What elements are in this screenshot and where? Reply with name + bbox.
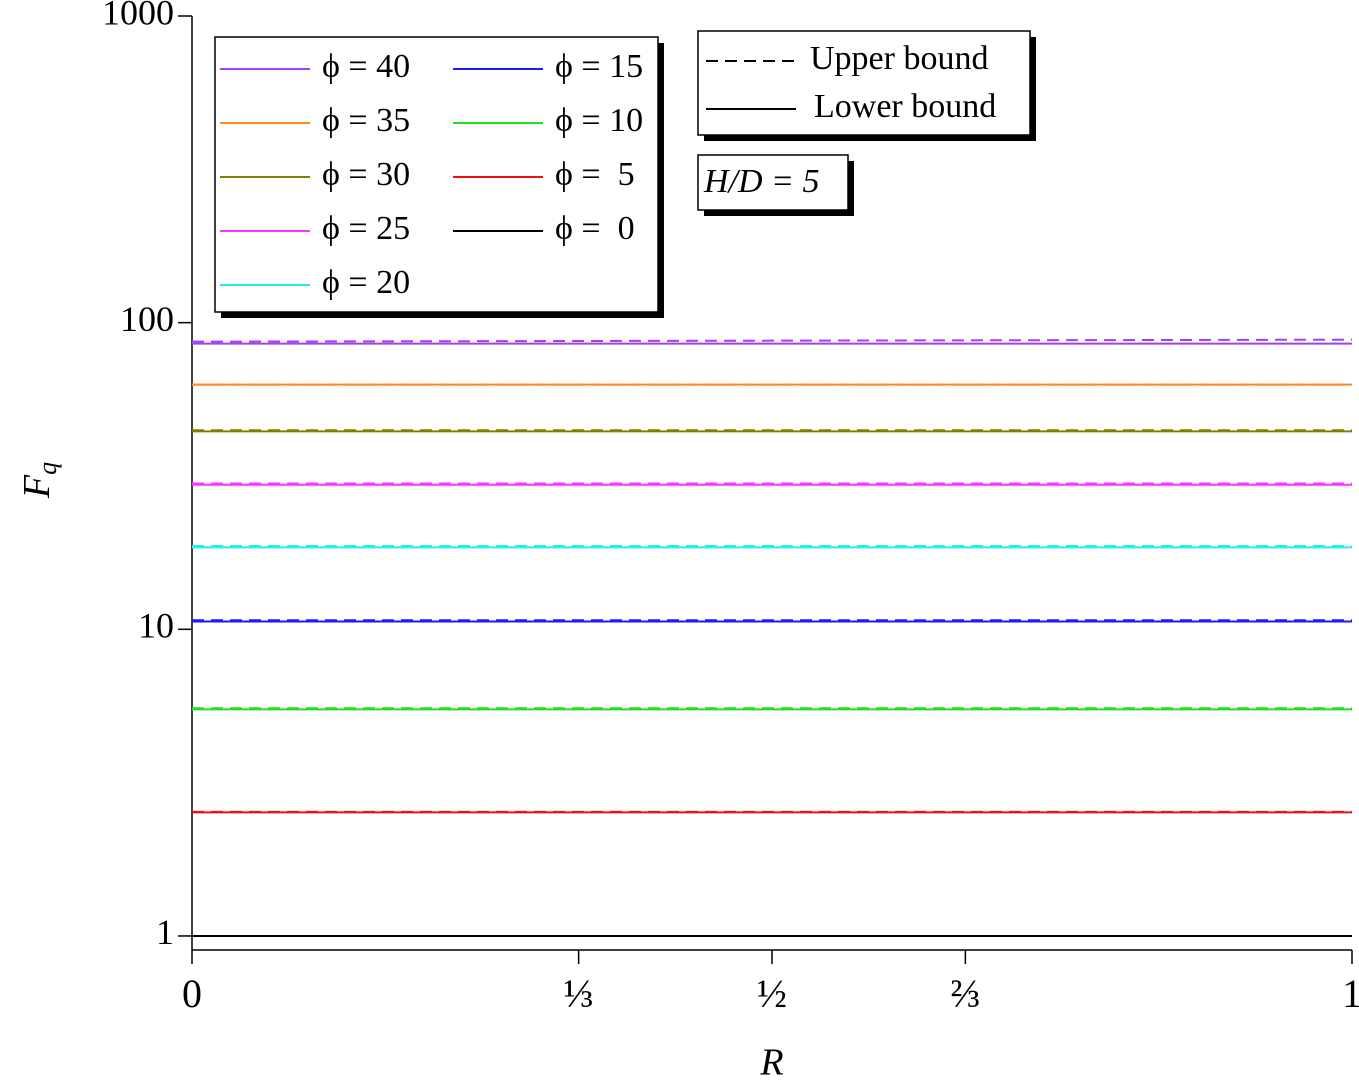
legend-box <box>214 36 659 313</box>
y-tick-label: 100 <box>120 299 174 339</box>
legend-label: ϕ = 5 <box>555 156 635 193</box>
x-tick-label: ½ <box>757 971 787 1016</box>
y-tick-label: 1000 <box>102 0 174 32</box>
legend-label: ϕ = 10 <box>555 102 643 139</box>
legend-label: ϕ = 30 <box>322 156 410 193</box>
legend: ϕ = 40 ϕ = 35 ϕ = 30 ϕ = 25 ϕ = 20 ϕ = 15 ϕ = … <box>214 36 664 318</box>
upper-bound-label: Upper bound <box>810 40 988 77</box>
annotation: H/D = 5 <box>697 154 854 216</box>
upper-bound-line <box>191 338 1353 343</box>
y-tick-label: 10 <box>138 606 174 646</box>
legend-label: ϕ = 15 <box>555 48 643 85</box>
y-axis-label-sub: q <box>33 462 62 475</box>
x-tick-label: ⅔ <box>950 971 980 1016</box>
legend-label: ϕ = 35 <box>322 102 410 139</box>
legend-label: ϕ = 0 <box>555 210 635 247</box>
bound-legend: Upper bound Lower bound <box>697 30 1036 141</box>
legend-label: ϕ = 40 <box>322 48 410 85</box>
y-tick-label: 1 <box>156 912 174 952</box>
annotation-text: H/D = 5 <box>703 163 820 200</box>
y-axis-label-main: F <box>16 474 58 499</box>
x-axis-label: R <box>759 1042 783 1083</box>
legend-label: ϕ = 20 <box>322 264 410 301</box>
legend-label: ϕ = 25 <box>322 210 410 247</box>
x-tick-label: ⅓ <box>564 971 594 1016</box>
annotation-box <box>697 154 849 211</box>
lower-bound-label: Lower bound <box>814 88 996 125</box>
x-tick-label: 1 <box>1342 971 1359 1016</box>
x-tick-label: 0 <box>182 971 202 1016</box>
bound-legend-box <box>697 30 1031 136</box>
y-axis-label: Fq <box>16 462 62 499</box>
